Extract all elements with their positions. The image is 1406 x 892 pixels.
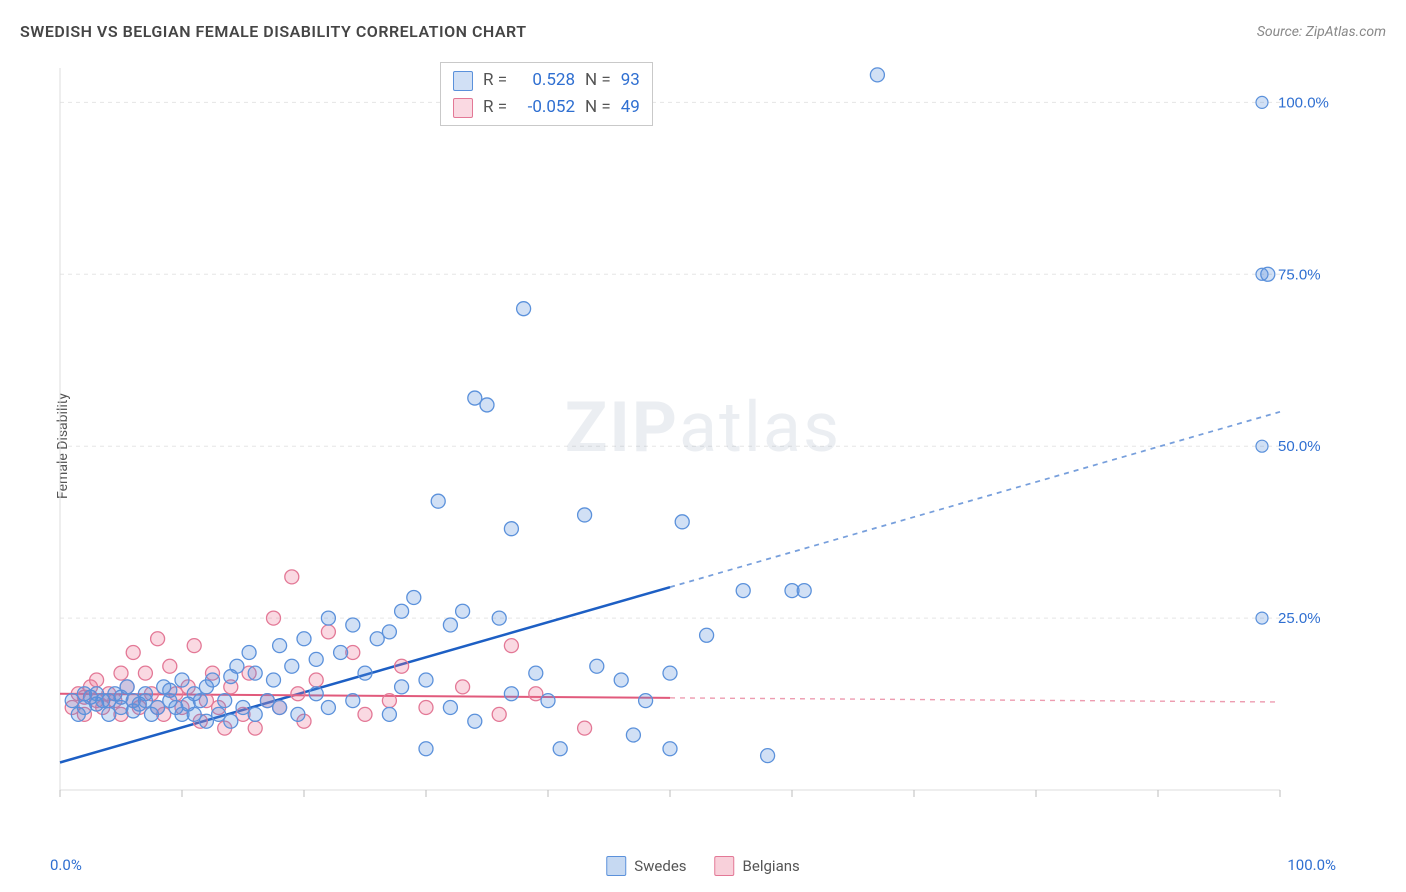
legend-swatch-belgians	[715, 856, 735, 876]
svg-text:75.0%: 75.0%	[1278, 266, 1321, 283]
stats-r-label: R =	[483, 94, 507, 121]
x-axis-max-label: 100.0%	[1287, 856, 1336, 874]
plot-area: 25.0% 50.0% 75.0% 100.0%	[50, 60, 1330, 830]
legend-label-swedes: Swedes	[634, 857, 686, 875]
stats-row-swedes: R = 0.528 N = 93	[453, 67, 640, 94]
legend-item-swedes: Swedes	[606, 856, 686, 876]
legend-swatch-swedes	[606, 856, 626, 876]
swatch-belgians	[453, 98, 473, 118]
stats-n-value-belgians: 49	[621, 94, 640, 121]
svg-text:50.0%: 50.0%	[1278, 438, 1321, 455]
legend-label-belgians: Belgians	[743, 857, 800, 875]
legend-item-belgians: Belgians	[715, 856, 800, 876]
source-label: Source: ZipAtlas.com	[1257, 24, 1386, 40]
stats-n-label: N =	[585, 94, 611, 121]
svg-text:100.0%: 100.0%	[1278, 94, 1329, 111]
stats-r-value-belgians: -0.052	[517, 94, 575, 121]
x-axis-min-label: 0.0%	[50, 856, 82, 874]
stats-row-belgians: R = -0.052 N = 49	[453, 94, 640, 121]
series-legend: Swedes Belgians	[606, 856, 800, 876]
scatter-chart: 25.0% 50.0% 75.0% 100.0%	[50, 60, 1330, 830]
stats-n-value-swedes: 93	[621, 67, 640, 94]
svg-text:25.0%: 25.0%	[1278, 610, 1321, 627]
stats-n-label: N =	[585, 67, 611, 94]
stats-legend: R = 0.528 N = 93 R = -0.052 N = 49	[440, 62, 653, 126]
stats-r-label: R =	[483, 67, 507, 94]
chart-title: SWEDISH VS BELGIAN FEMALE DISABILITY COR…	[20, 22, 527, 41]
swatch-swedes	[453, 71, 473, 91]
stats-r-value-swedes: 0.528	[517, 67, 575, 94]
